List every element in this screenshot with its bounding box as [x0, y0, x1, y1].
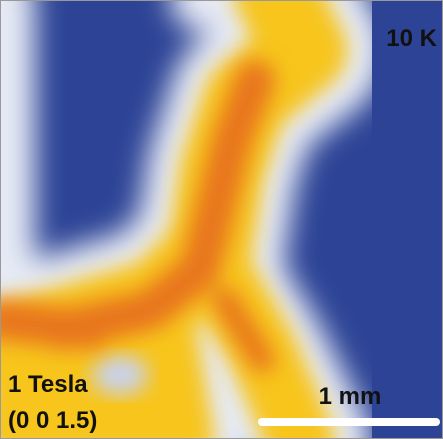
direction-label: (0 0 1.5)	[8, 407, 97, 434]
field-label: 1 Tesla	[8, 371, 88, 398]
scale-bar-label: 1 mm	[319, 383, 382, 410]
temperature-label: 10 K	[386, 25, 437, 52]
